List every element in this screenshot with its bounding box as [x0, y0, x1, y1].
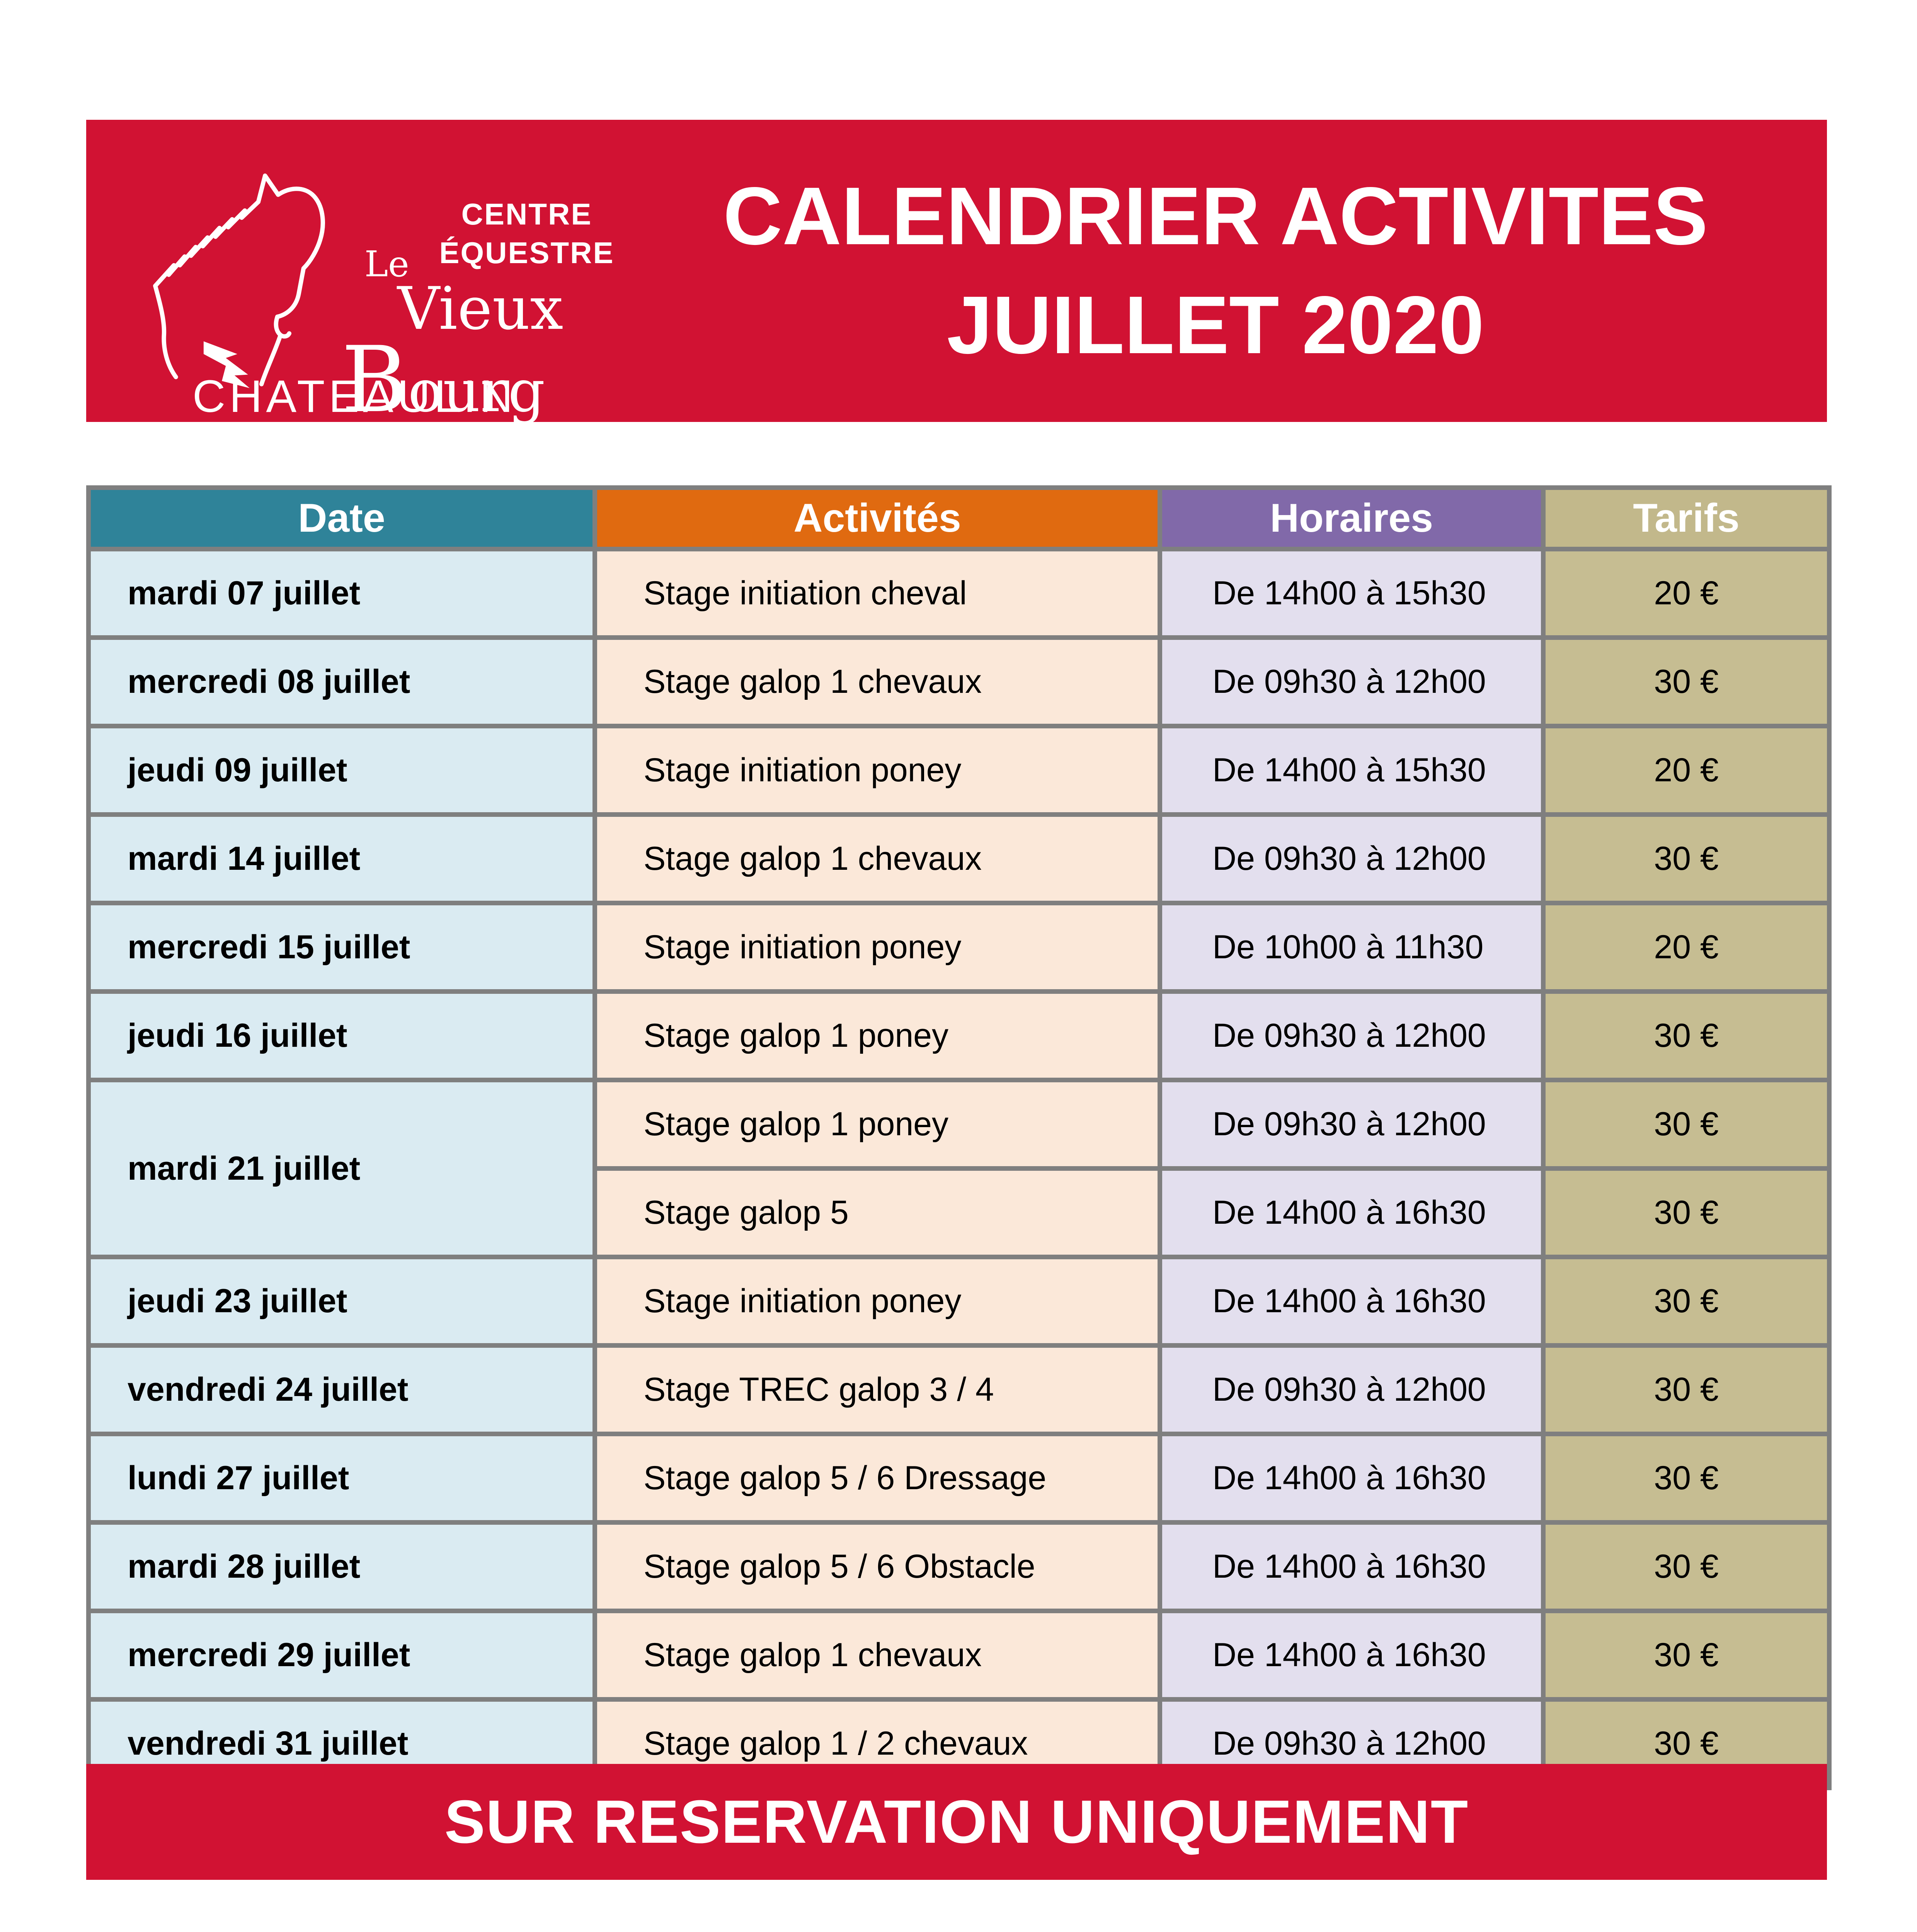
date-cell: jeudi 16 juillet — [86, 989, 597, 1082]
activity-cell: Stage initiation poney — [592, 724, 1162, 817]
centre-line2: ÉQUESTRE — [439, 235, 615, 270]
table-row: mardi 14 juillet Stage galop 1 chevaux De … — [86, 812, 1832, 905]
time-cell: De 09h30 à 12h00 — [1158, 989, 1546, 1082]
reservation-banner: SUR RESERVATION UNIQUEMENT — [86, 1764, 1827, 1880]
time-cell: De 14h00 à 16h30 — [1158, 1520, 1546, 1613]
price-cell: 30 € — [1541, 1520, 1832, 1613]
table-row: jeudi 09 juillet Stage initiation poney De… — [86, 724, 1832, 817]
time-cell: De 09h30 à 12h00 — [1158, 635, 1546, 728]
time-cell: De 09h30 à 12h00 — [1158, 1078, 1546, 1171]
brand-vieux: Vieux — [397, 274, 564, 343]
date-cell: jeudi 09 juillet — [86, 724, 597, 817]
time-cell: De 14h00 à 15h30 — [1158, 724, 1546, 817]
column-header-activites: Activités — [592, 485, 1162, 551]
activity-cell: Stage galop 1 chevaux — [592, 812, 1162, 905]
date-cell: mercredi 08 juillet — [86, 635, 597, 728]
activity-cell: Stage TREC galop 3 / 4 — [592, 1343, 1162, 1436]
activities-table: Date Activités Horaires Tarifs mardi 07 … — [86, 485, 1832, 1790]
activity-cell: Stage galop 1 chevaux — [592, 635, 1162, 728]
price-cell: 30 € — [1541, 1343, 1832, 1436]
price-cell: 30 € — [1541, 1255, 1832, 1348]
price-cell: 30 € — [1541, 1432, 1832, 1525]
time-cell: De 10h00 à 11h30 — [1158, 901, 1546, 994]
date-cell: mardi 07 juillet — [86, 547, 597, 640]
date-cell: mercredi 15 juillet — [86, 901, 597, 994]
date-cell: mardi 21 juillet — [86, 1078, 597, 1259]
activity-cell: Stage initiation poney — [592, 1255, 1162, 1348]
table-row: mardi 28 juillet Stage galop 5 / 6 Obstac… — [86, 1520, 1832, 1613]
time-cell: De 14h00 à 15h30 — [1158, 547, 1546, 640]
table-row: jeudi 23 juillet Stage initiation poney De… — [86, 1255, 1832, 1348]
time-cell: De 14h00 à 16h30 — [1158, 1432, 1546, 1525]
brand-le: Le — [364, 243, 409, 285]
table-row: Stage galop 5 De 14h00 à 16h30 30 € — [89, 1166, 1832, 1259]
page-title: CALENDRIER ACTIVITES JUILLET 2020 — [620, 162, 1811, 379]
activity-cell: Stage galop 1 chevaux — [592, 1609, 1162, 1702]
price-cell: 30 € — [1541, 812, 1832, 905]
time-cell: De 14h00 à 16h30 — [1158, 1166, 1546, 1259]
table-header-row: Date Activités Horaires Tarifs — [86, 485, 1832, 551]
activity-cell: Stage galop 1 poney — [592, 1078, 1162, 1171]
price-cell: 20 € — [1541, 901, 1832, 994]
time-cell: De 09h30 à 12h00 — [1158, 1343, 1546, 1436]
column-header-date: Date — [86, 485, 597, 551]
price-cell: 30 € — [1541, 989, 1832, 1082]
date-cell: lundi 27 juillet — [86, 1432, 597, 1525]
date-cell: vendredi 24 juillet — [86, 1343, 597, 1436]
date-cell: mercredi 29 juillet — [86, 1609, 597, 1702]
activity-cell: Stage galop 1 poney — [592, 989, 1162, 1082]
price-cell: 20 € — [1541, 724, 1832, 817]
horse-head-logo-icon — [153, 173, 325, 388]
column-header-horaires: Horaires — [1158, 485, 1546, 551]
activity-cell: Stage galop 5 / 6 Obstacle — [592, 1520, 1162, 1613]
column-header-tarifs: Tarifs — [1541, 485, 1832, 551]
activity-cell: Stage galop 5 — [592, 1166, 1162, 1259]
price-cell: 20 € — [1541, 547, 1832, 640]
table-row: mardi 07 juillet Stage initiation cheval D… — [86, 547, 1832, 640]
price-cell: 30 € — [1541, 1078, 1832, 1171]
price-cell: 30 € — [1541, 1166, 1832, 1259]
table-row: mercredi 15 juillet Stage initiation pone… — [86, 901, 1832, 994]
city-label: CHATEAULIN — [192, 371, 517, 422]
table-row: jeudi 16 juillet Stage galop 1 poney De 09… — [86, 989, 1832, 1082]
activity-cell: Stage initiation cheval — [592, 547, 1162, 640]
title-line2: JUILLET 2020 — [947, 279, 1485, 371]
time-cell: De 14h00 à 16h30 — [1158, 1609, 1546, 1702]
activity-cell: Stage initiation poney — [592, 901, 1162, 994]
centre-equestre-label: CENTRE ÉQUESTRE — [419, 195, 635, 272]
brand-bourg: Bourg — [341, 327, 545, 433]
header-band: CENTRE ÉQUESTRE Le Vieux Bourg CHATEAULI… — [86, 120, 1827, 433]
time-cell: De 14h00 à 16h30 — [1158, 1255, 1546, 1348]
date-cell: mardi 28 juillet — [86, 1520, 597, 1613]
table-row: mardi 21 juillet Stage galop 1 poney De 09… — [86, 1078, 1832, 1259]
price-cell: 30 € — [1541, 635, 1832, 728]
table-row: vendredi 24 juillet Stage TREC galop 3 / … — [86, 1343, 1832, 1436]
centre-line1: CENTRE — [461, 197, 592, 231]
title-line1: CALENDRIER ACTIVITES — [723, 170, 1708, 262]
date-cell: mardi 14 juillet — [86, 812, 597, 905]
activity-cell: Stage galop 5 / 6 Dressage — [592, 1432, 1162, 1525]
brand-le-vieux-bourg: Le Vieux Bourg — [318, 243, 666, 433]
table-row: lundi 27 juillet Stage galop 5 / 6 Dressa… — [86, 1432, 1832, 1525]
table-row: mercredi 29 juillet Stage galop 1 chevaux… — [86, 1609, 1832, 1702]
time-cell: De 09h30 à 12h00 — [1158, 812, 1546, 905]
date-cell: jeudi 23 juillet — [86, 1255, 597, 1348]
table-row: mercredi 08 juillet Stage galop 1 chevaux… — [86, 635, 1832, 728]
price-cell: 30 € — [1541, 1609, 1832, 1702]
